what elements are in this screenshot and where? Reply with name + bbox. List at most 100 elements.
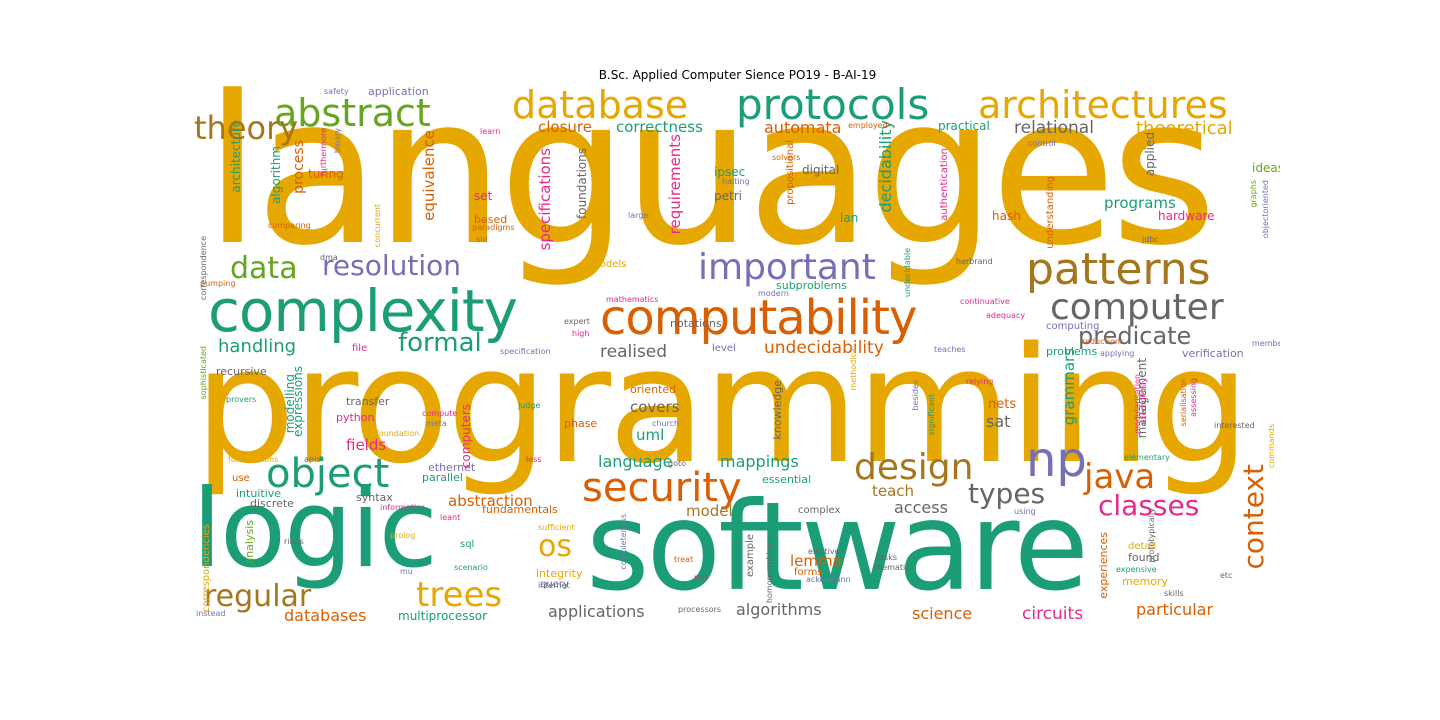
word: object bbox=[266, 451, 390, 497]
word-cloud: languages programming software logic com… bbox=[186, 84, 1280, 630]
word: ethernet bbox=[428, 461, 476, 474]
word: mu bbox=[400, 567, 413, 576]
word: elementary bbox=[1124, 453, 1170, 462]
word: foundation bbox=[376, 429, 420, 438]
word: rings bbox=[284, 537, 304, 546]
word: expert bbox=[564, 317, 590, 326]
word: database bbox=[512, 84, 689, 127]
word: etc bbox=[1220, 571, 1233, 580]
word: apis bbox=[304, 455, 321, 464]
word: logic bbox=[192, 467, 438, 592]
word: types bbox=[968, 477, 1046, 510]
word: essential bbox=[762, 473, 812, 486]
word: security bbox=[582, 465, 742, 511]
word: members bbox=[1252, 339, 1280, 348]
word: sophisticated bbox=[199, 346, 208, 400]
word: jdbc bbox=[1142, 235, 1159, 244]
word: sld bbox=[476, 235, 488, 244]
word: detail bbox=[1128, 541, 1157, 552]
word: mappings bbox=[720, 452, 799, 471]
word: computers bbox=[459, 404, 473, 469]
word: serialisation bbox=[1179, 378, 1188, 427]
word: continuative bbox=[960, 297, 1010, 306]
word: specification bbox=[500, 347, 551, 356]
word: science bbox=[912, 604, 973, 623]
word: handling bbox=[218, 336, 297, 357]
word: large bbox=[628, 211, 649, 220]
word: lan bbox=[840, 211, 859, 225]
word: reductions bbox=[1082, 337, 1125, 346]
word: np bbox=[1026, 432, 1087, 488]
word: applications bbox=[548, 602, 645, 621]
word: set bbox=[474, 189, 493, 203]
word: hardware bbox=[1158, 209, 1215, 223]
word: judge bbox=[518, 401, 541, 410]
word: completeness bbox=[619, 514, 628, 570]
word: turing bbox=[308, 167, 344, 181]
word: process bbox=[291, 140, 307, 194]
word: besides bbox=[911, 380, 920, 411]
word: predicate bbox=[1078, 322, 1192, 350]
word: scenario bbox=[454, 563, 488, 572]
word: knowledge bbox=[771, 380, 784, 440]
word: architecture bbox=[229, 120, 243, 193]
word: automata bbox=[764, 118, 842, 137]
word: particular bbox=[1136, 600, 1214, 619]
word: herbrand bbox=[956, 257, 993, 266]
word: realised bbox=[600, 342, 668, 362]
word: access bbox=[894, 498, 948, 517]
word: informatics bbox=[380, 503, 425, 512]
word: algorithms bbox=[736, 600, 822, 619]
word: forms bbox=[794, 567, 823, 578]
word: context bbox=[1237, 464, 1270, 570]
word: church bbox=[652, 419, 680, 428]
word: complex bbox=[798, 505, 841, 516]
word: multiprocessor bbox=[398, 609, 488, 623]
word: correspondencies bbox=[201, 524, 212, 613]
word: modelling bbox=[283, 374, 297, 434]
word: decidability bbox=[876, 120, 895, 213]
word: thematic bbox=[874, 563, 910, 572]
word: problems bbox=[1046, 345, 1098, 358]
word: learn bbox=[480, 127, 501, 136]
word: python bbox=[336, 411, 375, 424]
word: furthermore bbox=[319, 128, 328, 177]
word: prolog bbox=[390, 531, 416, 540]
word: understanding bbox=[1045, 176, 1056, 249]
word: sufficient bbox=[538, 523, 575, 532]
word: authentication bbox=[939, 148, 950, 221]
word: data bbox=[230, 251, 298, 286]
word: applied bbox=[1143, 132, 1157, 177]
word: language bbox=[598, 452, 673, 471]
word: fundamentals bbox=[482, 503, 558, 516]
word: teach bbox=[872, 482, 915, 500]
word: assessing bbox=[1189, 378, 1198, 417]
word: elective bbox=[808, 547, 840, 556]
word: practical bbox=[938, 119, 990, 133]
word: uml bbox=[636, 426, 665, 444]
word: relying bbox=[966, 377, 994, 386]
word: circuits bbox=[1022, 604, 1084, 624]
word: algorithm bbox=[269, 146, 283, 204]
word: abstraction bbox=[448, 492, 533, 510]
word: meta bbox=[426, 419, 447, 428]
word: sql bbox=[460, 539, 475, 550]
word: lemma bbox=[790, 552, 842, 570]
word: trees bbox=[416, 575, 503, 615]
word: graphs bbox=[1249, 180, 1258, 208]
word: theoretical bbox=[1136, 118, 1233, 139]
word: computing bbox=[1046, 321, 1100, 332]
word: patterns bbox=[1026, 244, 1211, 295]
word: complexity bbox=[208, 277, 518, 345]
word: undecidability bbox=[764, 338, 884, 358]
word: subproblems bbox=[776, 279, 847, 292]
word: fields bbox=[346, 436, 387, 454]
word: paradigms bbox=[472, 223, 515, 232]
word: commands bbox=[1267, 424, 1276, 469]
word: file bbox=[352, 343, 368, 354]
word: experiences bbox=[1097, 532, 1110, 599]
word: dma bbox=[320, 253, 338, 262]
word: prototypically bbox=[1147, 508, 1156, 563]
word: processors bbox=[678, 605, 722, 614]
word: application bbox=[368, 85, 429, 98]
